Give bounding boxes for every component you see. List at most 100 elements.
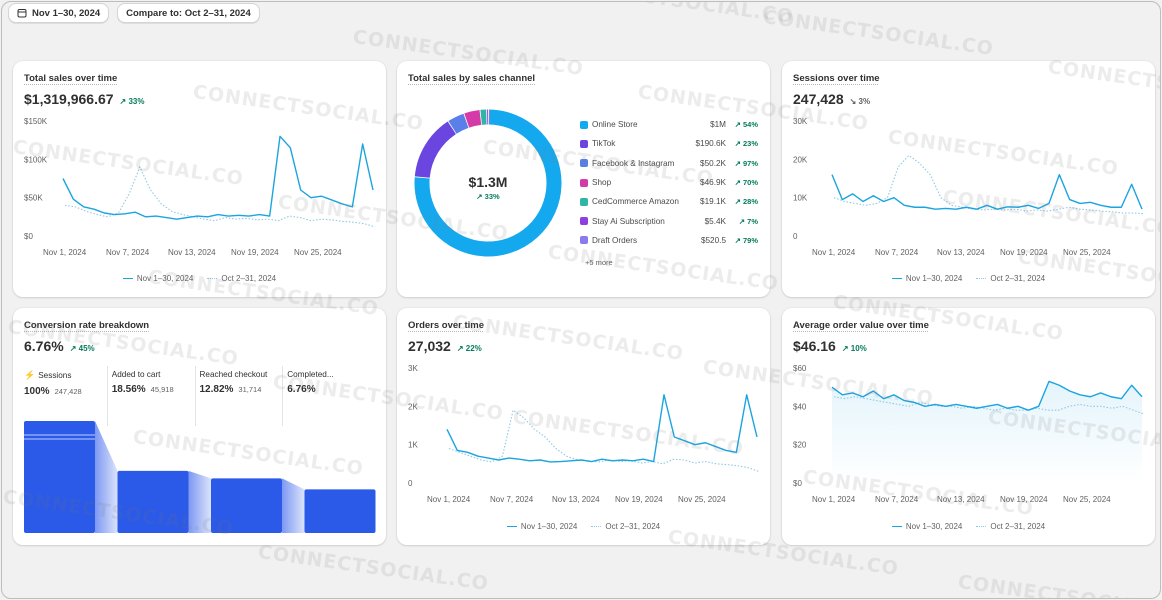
channel-value: $520.5: [700, 235, 726, 245]
x-tick-label: Nov 1, 2024: [812, 495, 856, 504]
x-tick-label: Nov 25, 2024: [294, 248, 342, 257]
step-count: 31,714: [238, 385, 262, 394]
y-tick-label: 2K: [408, 402, 418, 411]
legend-current[interactable]: Nov 1–30, 2024: [891, 522, 962, 531]
conversion-card[interactable]: Conversion rate breakdown 6.76% ↗ 45% ⚡ S…: [13, 308, 386, 545]
legend-previous[interactable]: Oct 2–31, 2024: [591, 522, 660, 531]
watermark: CONNECTSOCIAL.CO: [956, 570, 1161, 599]
funnel-connector: [282, 478, 305, 533]
x-tick-label: Nov 25, 2024: [678, 495, 726, 504]
y-tick-label: 20K: [793, 155, 808, 164]
delta-value: 33%: [128, 97, 145, 106]
aov-chart[interactable]: $60 $40 $20 $0 Nov 1, 2024 Nov 7, 2024 Nov 13,…: [782, 358, 1155, 545]
channel-delta: ↗ 97%: [734, 158, 758, 168]
y-tick-label: $20: [793, 441, 807, 450]
metric-value: $46.16: [793, 338, 836, 354]
more-channels-link[interactable]: +5 more: [585, 258, 613, 267]
y-tick-label: $0: [793, 479, 802, 488]
card-title[interactable]: Orders over time: [408, 320, 485, 331]
funnel-bar[interactable]: [304, 489, 376, 533]
orders-chart[interactable]: 3K 2K 1K 0 Nov 1, 2024 Nov 7, 2024 Nov 13, 202…: [397, 358, 770, 545]
channel-row[interactable]: Shop $46.9K ↗ 70%: [580, 173, 758, 192]
funnel-step[interactable]: ⚡ Sessions 100% 247,428: [24, 370, 112, 397]
channel-row[interactable]: CedCommerce Amazon $19.1K ↗ 28%: [580, 192, 758, 211]
channel-value: $5.4K: [704, 216, 726, 226]
channel-row[interactable]: Stay Ai Subscription $5.4K ↗ 7%: [580, 211, 758, 230]
channel-delta: ↗ 79%: [734, 235, 758, 245]
series-line-current[interactable]: [831, 173, 1143, 210]
sessions-card[interactable]: Sessions over time 247,428 ↘ 3% 30K 20K 10…: [782, 61, 1155, 297]
card-title[interactable]: Average order value over time: [793, 320, 929, 331]
donut-slice[interactable]: [414, 121, 457, 179]
legend-previous[interactable]: Oct 2–31, 2024: [207, 274, 276, 283]
funnel-bar[interactable]: [211, 478, 282, 533]
step-divider: [194, 366, 196, 426]
legend-current[interactable]: Nov 1–30, 2024: [891, 274, 962, 283]
step-percent: 18.56%: [111, 384, 146, 395]
orders-card[interactable]: Orders over time 27,032 ↗ 22% 3K 2K 1K 0 Nov…: [397, 308, 770, 545]
x-tick-label: Nov 13, 2024: [937, 495, 985, 504]
delta-badge: ↗ 10%: [841, 344, 867, 353]
card-title[interactable]: Conversion rate breakdown: [24, 320, 150, 331]
funnel-chart[interactable]: [13, 418, 386, 538]
sessions-icon: ⚡: [24, 370, 36, 380]
card-title[interactable]: Sessions over time: [793, 73, 880, 84]
series-line-previous[interactable]: [64, 165, 376, 228]
channel-row[interactable]: Draft Orders $520.5 ↗ 79%: [580, 231, 758, 250]
step-label: Completed...: [287, 370, 334, 379]
funnel-step[interactable]: Added to cart 18.56% 45,918: [106, 366, 200, 426]
legend-current[interactable]: Nov 1–30, 2024: [506, 522, 577, 531]
donut-delta: ↗ 33%: [476, 192, 500, 201]
sales-by-channel-card[interactable]: Total sales by sales channel $1.3M ↗ 33%…: [397, 61, 770, 297]
series-area: [832, 381, 1142, 483]
channel-value: $1M: [710, 120, 726, 130]
compare-picker[interactable]: Compare to: Oct 2–31, 2024: [117, 3, 260, 23]
y-tick-label: $50K: [24, 194, 43, 203]
series-line-current[interactable]: [62, 135, 374, 220]
legend-swatch: [580, 178, 588, 187]
watermark: CONNECTSOCIAL.CO: [256, 540, 491, 596]
legend-previous[interactable]: Oct 2–31, 2024: [976, 274, 1045, 283]
card-title[interactable]: Total sales by sales channel: [408, 73, 536, 84]
date-range-picker[interactable]: Nov 1–30, 2024: [8, 3, 110, 23]
total-sales-chart[interactable]: $150K $100K $50K $0 Nov 1, 2024 Nov 7, 2024 No…: [13, 111, 386, 297]
total-sales-card[interactable]: Total sales over time $1,319,966.67 ↗ 33…: [13, 61, 386, 297]
channel-value: $46.9K: [700, 178, 726, 188]
y-tick-label: $40: [793, 402, 807, 411]
funnel-step[interactable]: Completed... 6.76%: [282, 366, 375, 426]
metric: 27,032 ↗ 22%: [408, 338, 482, 354]
channel-name: Online Store: [592, 120, 638, 130]
series-line-current[interactable]: [831, 380, 1143, 411]
x-tick-label: Nov 19, 2024: [231, 248, 279, 257]
donut-slice[interactable]: [448, 113, 469, 134]
calendar-icon: [17, 9, 27, 18]
metric: 247,428 ↘ 3%: [793, 91, 870, 107]
step-percent: 6.76%: [287, 384, 316, 395]
aov-card[interactable]: Average order value over time $46.16 ↗ 1…: [782, 308, 1155, 545]
card-title[interactable]: Total sales over time: [24, 73, 118, 84]
x-tick-label: Nov 13, 2024: [552, 495, 600, 504]
x-tick-label: Nov 13, 2024: [937, 248, 985, 257]
channel-row[interactable]: TikTok $190.6K ↗ 23%: [580, 134, 758, 153]
channel-row[interactable]: Online Store $1M ↗ 54%: [580, 115, 758, 134]
legend-swatch: [580, 139, 588, 148]
channel-donut-chart[interactable]: [398, 93, 578, 273]
channel-row[interactable]: Facebook & Instagram $50.2K ↗ 97%: [580, 154, 758, 173]
channel-value: $19.1K: [700, 197, 726, 207]
sessions-chart[interactable]: 30K 20K 10K 0 Nov 1, 2024 Nov 7, 2024 Nov 13, …: [782, 111, 1155, 297]
series-line-previous[interactable]: [833, 154, 1145, 215]
series-line-current[interactable]: [446, 394, 758, 463]
legend-previous[interactable]: Oct 2–31, 2024: [976, 522, 1045, 531]
metric: $1,319,966.67 ↗ 33%: [24, 91, 144, 107]
step-values: 6.76%: [287, 384, 375, 395]
step-values: 100% 247,428: [24, 386, 112, 397]
legend-current[interactable]: Nov 1–30, 2024: [122, 274, 193, 283]
funnel-bar[interactable]: [24, 421, 95, 533]
metric: 6.76% ↗ 45%: [24, 338, 95, 354]
x-tick-label: Nov 25, 2024: [1063, 495, 1111, 504]
series-line-previous[interactable]: [448, 409, 760, 473]
donut-slice[interactable]: [414, 109, 562, 257]
funnel-bar[interactable]: [117, 470, 189, 533]
funnel-step[interactable]: Reached checkout 12.82% 31,714: [194, 366, 288, 426]
donut-slice[interactable]: [464, 109, 482, 128]
